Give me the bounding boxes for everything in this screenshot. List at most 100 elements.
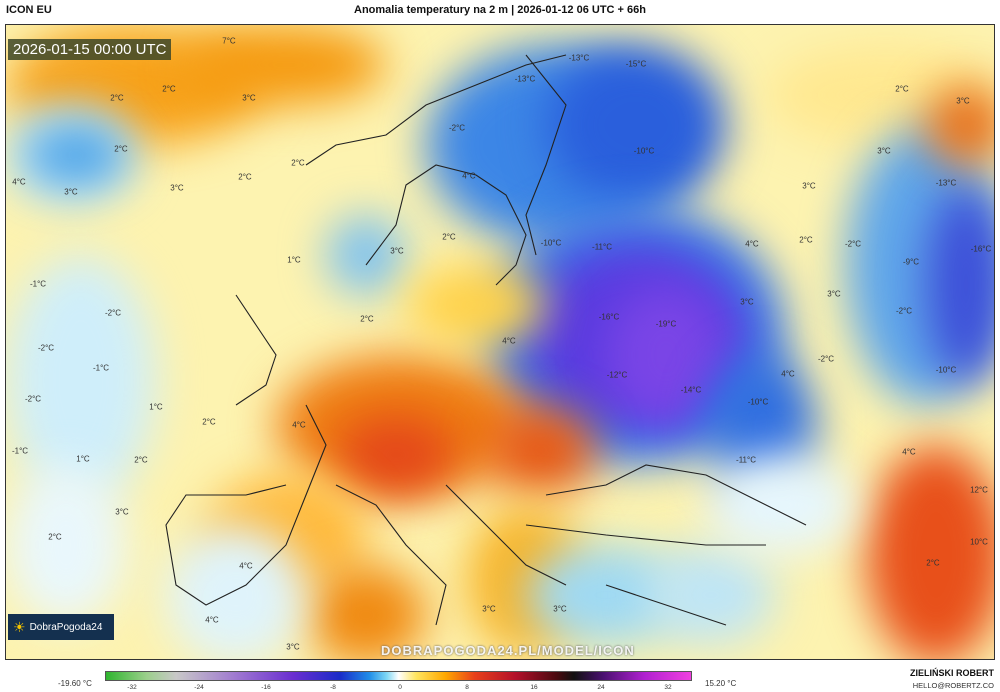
anomaly-region: [646, 545, 776, 645]
anomaly-region: [336, 415, 456, 495]
temperature-label: 3°C: [553, 604, 567, 614]
anomaly-region: [606, 285, 726, 425]
map-title: Anomalia temperatury na 2 m | 2026-01-12…: [354, 4, 646, 16]
temperature-label: 2°C: [134, 455, 148, 465]
colorbar-tick: -16: [261, 684, 271, 691]
temperature-label: 3°C: [170, 183, 184, 193]
temperature-anomaly-map: 7°C 2°C 2°C 3°C 2°C 4°C 3°C 3°C 2°C 2°C 1°C -1°C -2°…: [5, 24, 995, 660]
colorbar-tick: -24: [194, 684, 204, 691]
temperature-label: -2°C: [895, 306, 913, 316]
temperature-label: 2°C: [48, 532, 62, 542]
temperature-label: -10°C: [540, 238, 562, 248]
temperature-label: -12°C: [606, 370, 628, 380]
temperature-label: 2°C: [926, 558, 940, 568]
temperature-label: 2°C: [162, 84, 176, 94]
temperature-label: 2°C: [442, 232, 456, 242]
temperature-label: -15°C: [625, 59, 647, 69]
temperature-label: 2°C: [360, 314, 374, 324]
temperature-label: 1°C: [287, 255, 301, 265]
temperature-label: -10°C: [747, 397, 769, 407]
colorbar-min-label: -19.60 °C: [58, 679, 92, 688]
temperature-label: -2°C: [844, 239, 862, 249]
temperature-label: -2°C: [104, 308, 122, 318]
temperature-label: 3°C: [877, 146, 891, 156]
colorbar-tick: 8: [465, 684, 469, 691]
temperature-label: 2°C: [799, 235, 813, 245]
temperature-label: -16°C: [598, 312, 620, 322]
logo-text: DobraPogoda24: [29, 621, 103, 633]
temperature-label: 3°C: [286, 642, 300, 652]
author-credit: ZIELIŃSKI ROBERT: [909, 668, 994, 678]
temperature-label: -11°C: [736, 455, 756, 465]
temperature-label: 4°C: [745, 239, 759, 249]
anomaly-region: [26, 125, 126, 185]
temperature-label: 4°C: [239, 561, 253, 571]
anomaly-region: [926, 185, 994, 385]
temperature-label: -13°C: [568, 53, 590, 63]
temperature-label: -16°C: [970, 244, 992, 254]
colorbar-tick: -32: [127, 684, 137, 691]
temperature-label: 3°C: [242, 93, 256, 103]
anomaly-region: [326, 215, 406, 295]
temperature-label: 12°C: [970, 485, 988, 495]
temperature-label: 4°C: [292, 420, 306, 430]
temperature-label: 3°C: [390, 246, 404, 256]
temperature-label: -1°C: [11, 446, 29, 456]
temperature-label: -1°C: [92, 363, 110, 373]
temperature-label: -2°C: [817, 354, 835, 364]
colorbar-tick: 0: [398, 684, 402, 691]
temperature-label: -10°C: [633, 146, 655, 156]
temperature-label: -14°C: [680, 385, 702, 395]
temperature-label: 3°C: [740, 297, 754, 307]
anomaly-region: [546, 45, 726, 205]
valid-time-badge: 2026-01-15 00:00 UTC: [8, 39, 172, 60]
colorbar-max-label: 15.20 °C: [705, 679, 737, 688]
model-name: ICON EU: [6, 4, 52, 16]
temperature-label: 3°C: [802, 181, 816, 191]
temperature-label: -11°C: [592, 242, 612, 252]
temperature-label: 7°C: [222, 36, 236, 46]
anomaly-region: [306, 565, 426, 659]
watermark: DOBRAPOGODA24.PL/MODEL/ICON: [381, 643, 635, 658]
temperature-label: -10°C: [935, 365, 957, 375]
temperature-label: 2°C: [238, 172, 252, 182]
anomaly-region: [926, 85, 994, 165]
colorbar-tick: 16: [530, 684, 538, 691]
anomaly-region: [6, 465, 126, 625]
temperature-label: 4°C: [902, 447, 916, 457]
temperature-label: -19°C: [655, 319, 677, 329]
author-email: HELLO@ROBERTZ.CO: [912, 681, 994, 690]
temperature-label: -2°C: [37, 343, 55, 353]
anomaly-region: [6, 255, 156, 505]
anomaly-region: [486, 405, 596, 495]
temperature-label: -13°C: [935, 178, 957, 188]
temperature-label: -1°C: [29, 279, 47, 289]
anomaly-region: [186, 25, 386, 105]
temperature-label: 1°C: [149, 402, 163, 412]
temperature-label: 2°C: [202, 417, 216, 427]
temperature-label: -9°C: [902, 257, 920, 267]
temperature-label: 10°C: [970, 537, 988, 547]
temperature-label: -13°C: [514, 74, 536, 84]
temperature-label: 4°C: [781, 369, 795, 379]
anomaly-region: [166, 525, 306, 659]
logo: ☀ DobraPogoda24: [8, 614, 114, 640]
temperature-label: 4°C: [462, 171, 476, 181]
temperature-label: 2°C: [114, 144, 128, 154]
temperature-label: -2°C: [24, 394, 42, 404]
temperature-label: -2°C: [448, 123, 466, 133]
temperature-label: 3°C: [64, 187, 78, 197]
temperature-label: 4°C: [205, 615, 219, 625]
temperature-label: 1°C: [76, 454, 90, 464]
anomaly-region: [866, 445, 994, 659]
coastlines: [165, 54, 807, 626]
anomaly-region: [406, 265, 546, 345]
temperature-label: 2°C: [110, 93, 124, 103]
temperature-label: 3°C: [956, 96, 970, 106]
sun-icon: ☀: [13, 618, 26, 635]
temperature-label: 4°C: [502, 336, 516, 346]
colorbar-tick: 32: [664, 684, 672, 691]
temperature-label: 4°C: [12, 177, 26, 187]
colorbar: [105, 671, 692, 681]
temperature-label: 3°C: [482, 604, 496, 614]
